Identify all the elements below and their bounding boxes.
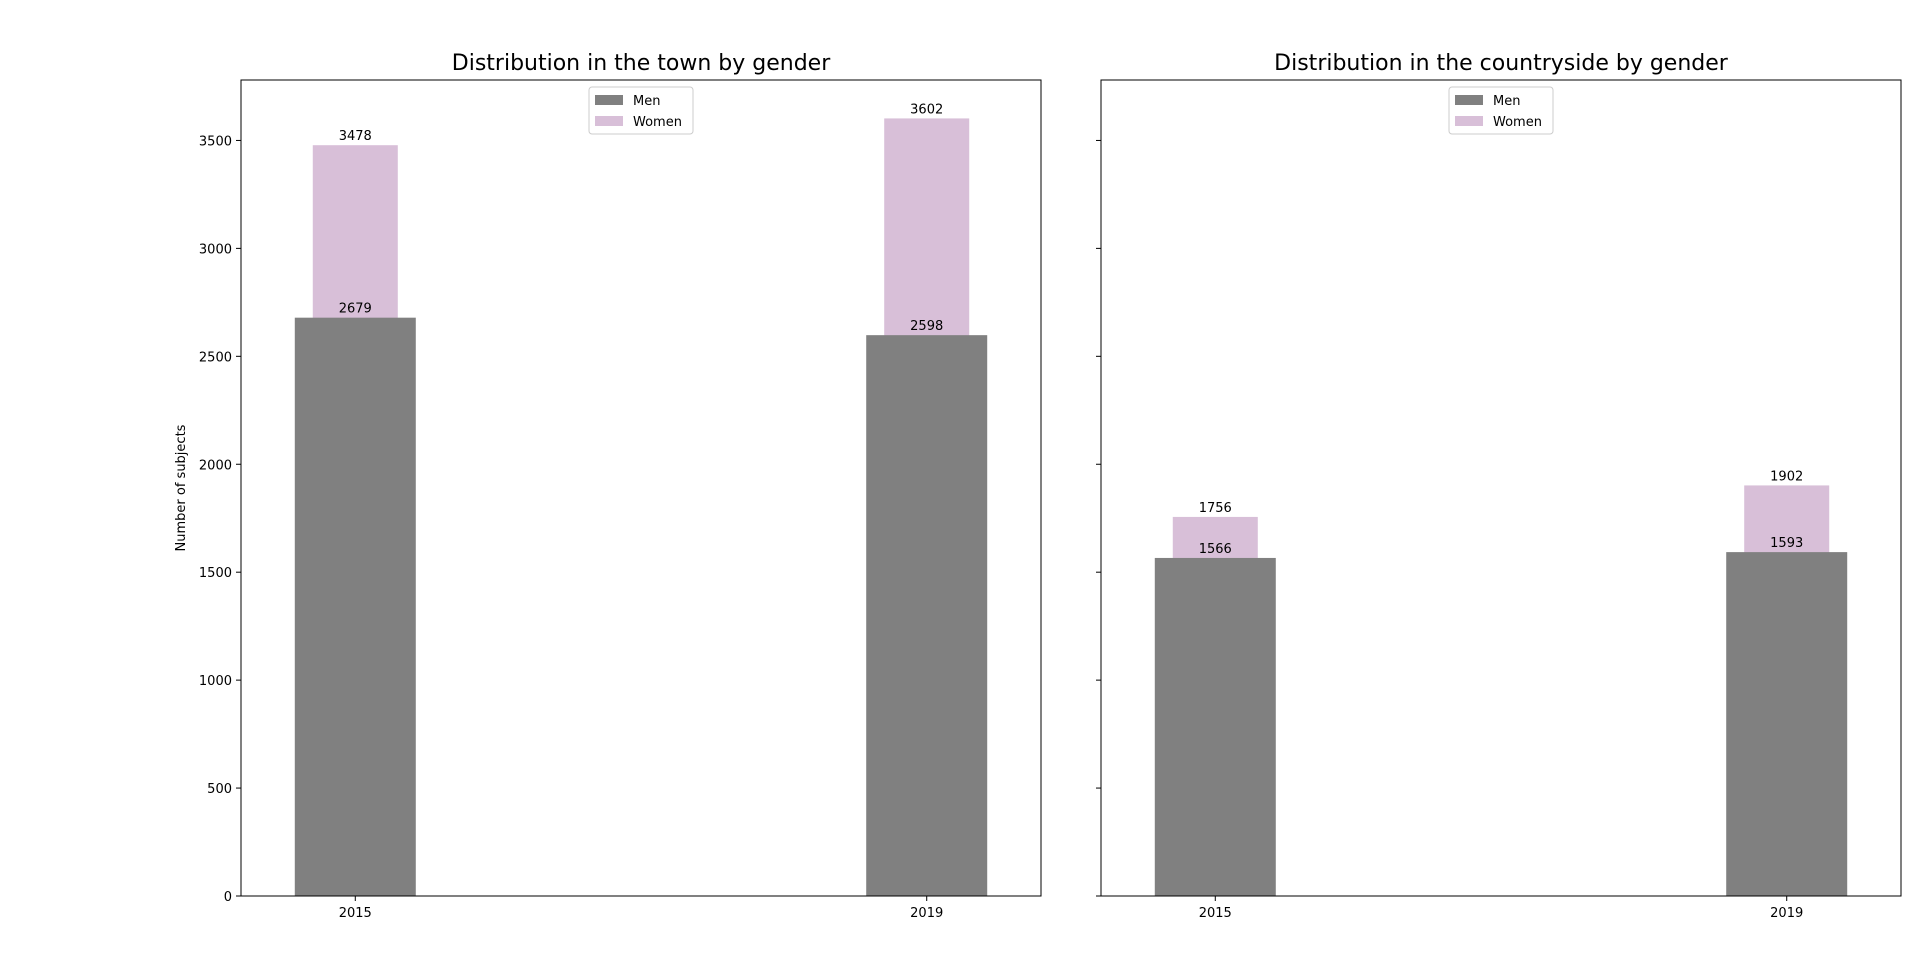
legend-label: Women — [1493, 115, 1542, 130]
x-tick-label: 2015 — [1199, 906, 1232, 921]
y-tick-label: 3000 — [199, 242, 232, 257]
y-tick-label: 0 — [224, 890, 232, 905]
bar-label-women: 1902 — [1770, 469, 1803, 484]
plot-frame — [240, 79, 1042, 897]
bar-men — [1726, 552, 1848, 896]
bar-men — [1154, 557, 1276, 896]
legend-label: Men — [633, 94, 660, 109]
legend-swatch — [595, 95, 623, 105]
legend-label: Men — [1493, 94, 1520, 109]
x-tick-label: 2019 — [1770, 906, 1803, 921]
countryside-chart: Distribution in the countryside by gende… — [1096, 51, 1902, 921]
legend-label: Women — [633, 115, 682, 130]
bar-label-men: 1566 — [1199, 542, 1232, 557]
y-axis-label: Number of subjects — [174, 424, 189, 551]
legend: Men Women — [1448, 86, 1554, 135]
y-tick-label: 2000 — [199, 458, 232, 473]
x-tick-label: 2015 — [339, 906, 372, 921]
y-tick-label: 1500 — [199, 566, 232, 581]
bar-label-women: 3478 — [339, 129, 372, 144]
x-tick-label: 2019 — [910, 906, 943, 921]
chart-title: Distribution in the town by gender — [452, 51, 831, 76]
bar-label-women: 3602 — [910, 102, 943, 117]
bar-label-women: 1756 — [1199, 501, 1232, 516]
plot-frame — [1100, 79, 1902, 897]
y-tick-label: 1000 — [199, 674, 232, 689]
legend: Men Women — [588, 86, 694, 135]
chart-title: Distribution in the countryside by gende… — [1274, 51, 1729, 76]
bar-label-men: 2598 — [910, 319, 943, 334]
legend-swatch — [595, 116, 623, 126]
town-chart: Distribution in the town by gender Numbe… — [174, 51, 1042, 921]
bar-men — [294, 317, 416, 897]
y-tick-label: 3500 — [199, 134, 232, 149]
bar-label-men: 1593 — [1770, 536, 1803, 551]
y-tick-label: 2500 — [199, 350, 232, 365]
bar-label-men: 2679 — [339, 302, 372, 317]
bar-men — [866, 335, 988, 897]
legend-swatch — [1455, 95, 1483, 105]
y-tick-label: 500 — [207, 782, 232, 797]
legend-swatch — [1455, 116, 1483, 126]
